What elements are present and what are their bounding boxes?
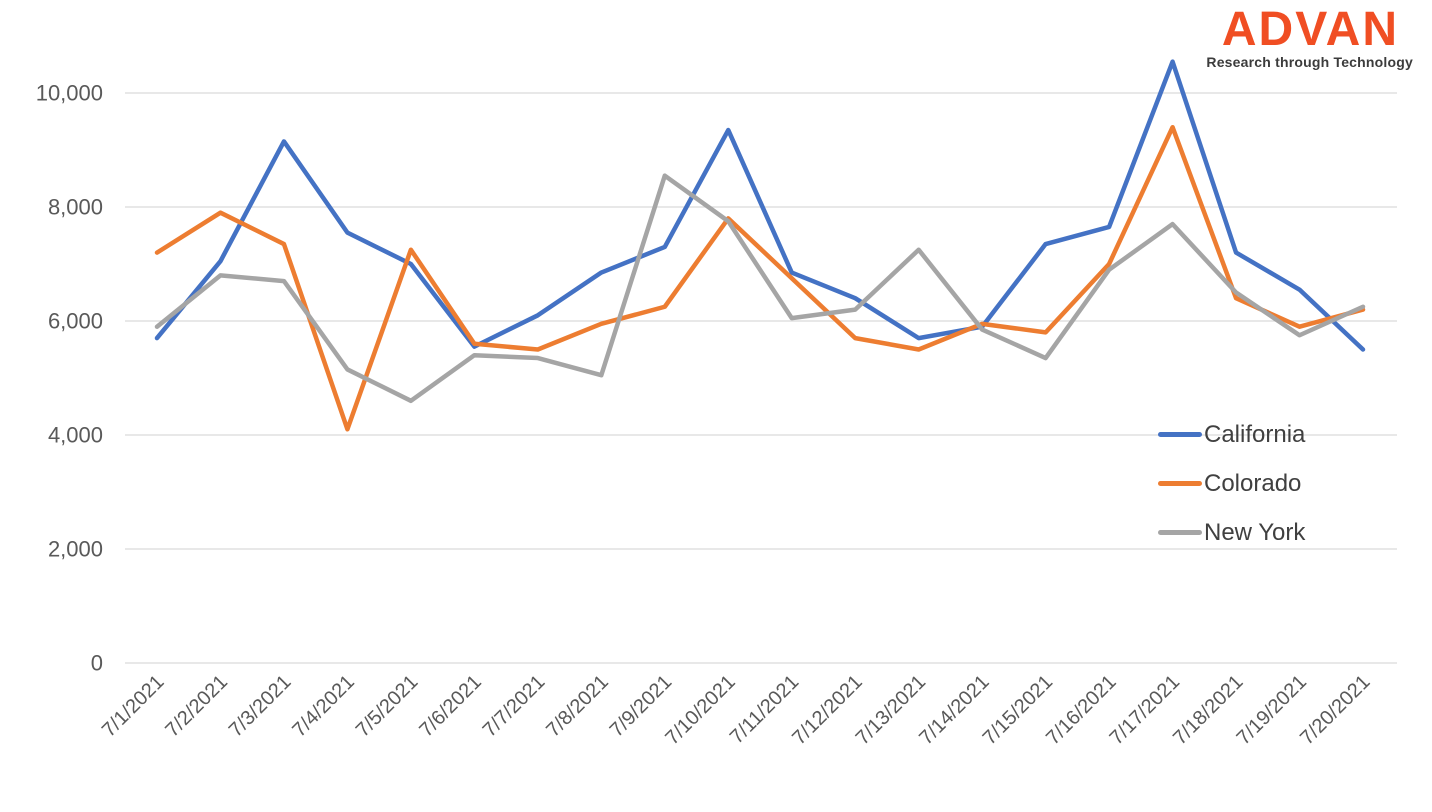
advan-logo-text: ADVAN xyxy=(1221,3,1399,56)
x-axis-tick-label: 7/1/2021 xyxy=(98,671,169,742)
y-axis-tick-label: 8,000 xyxy=(48,195,103,220)
x-axis-tick-label: 7/10/2021 xyxy=(661,671,739,749)
series-line-colorado xyxy=(154,124,1366,432)
legend-line-swatch-california xyxy=(1158,432,1202,437)
legend-item-california: California xyxy=(1158,410,1305,459)
x-axis-tick-label: 7/6/2021 xyxy=(415,671,486,742)
series-line-new-york xyxy=(154,173,1366,404)
x-axis-tick-label: 7/5/2021 xyxy=(352,671,423,742)
y-axis-tick-label: 10,000 xyxy=(36,81,103,106)
y-axis-tick-label: 6,000 xyxy=(48,309,103,334)
x-axis-tick-label: 7/4/2021 xyxy=(288,671,359,742)
y-axis-tick-label: 0 xyxy=(91,651,103,676)
legend-line-swatch-new-york xyxy=(1158,530,1202,535)
advan-logo: ADVAN Research through Technology xyxy=(1206,3,1413,71)
x-axis-tick-label: 7/7/2021 xyxy=(479,671,550,742)
series-line-california xyxy=(154,59,1366,352)
legend-item-colorado: Colorado xyxy=(1158,459,1305,508)
legend-label-new-york: New York xyxy=(1204,518,1306,546)
advan-logo-tagline: Research through Technology xyxy=(1206,54,1413,70)
legend-label-colorado: Colorado xyxy=(1204,469,1302,497)
legend-label-california: California xyxy=(1204,420,1306,448)
x-axis-tick-label: 7/8/2021 xyxy=(542,671,613,742)
x-axis-tick-label: 7/20/2021 xyxy=(1296,671,1374,749)
y-axis-tick-label: 2,000 xyxy=(48,537,103,562)
y-axis-tick-label: 4,000 xyxy=(48,423,103,448)
x-axis-tick-label: 7/3/2021 xyxy=(225,671,296,742)
legend-item-new-york: New York xyxy=(1158,508,1305,557)
legend-line-swatch-colorado xyxy=(1158,481,1202,486)
x-axis-tick-label: 7/2/2021 xyxy=(161,671,232,742)
legend: California Colorado New York xyxy=(1158,410,1305,557)
